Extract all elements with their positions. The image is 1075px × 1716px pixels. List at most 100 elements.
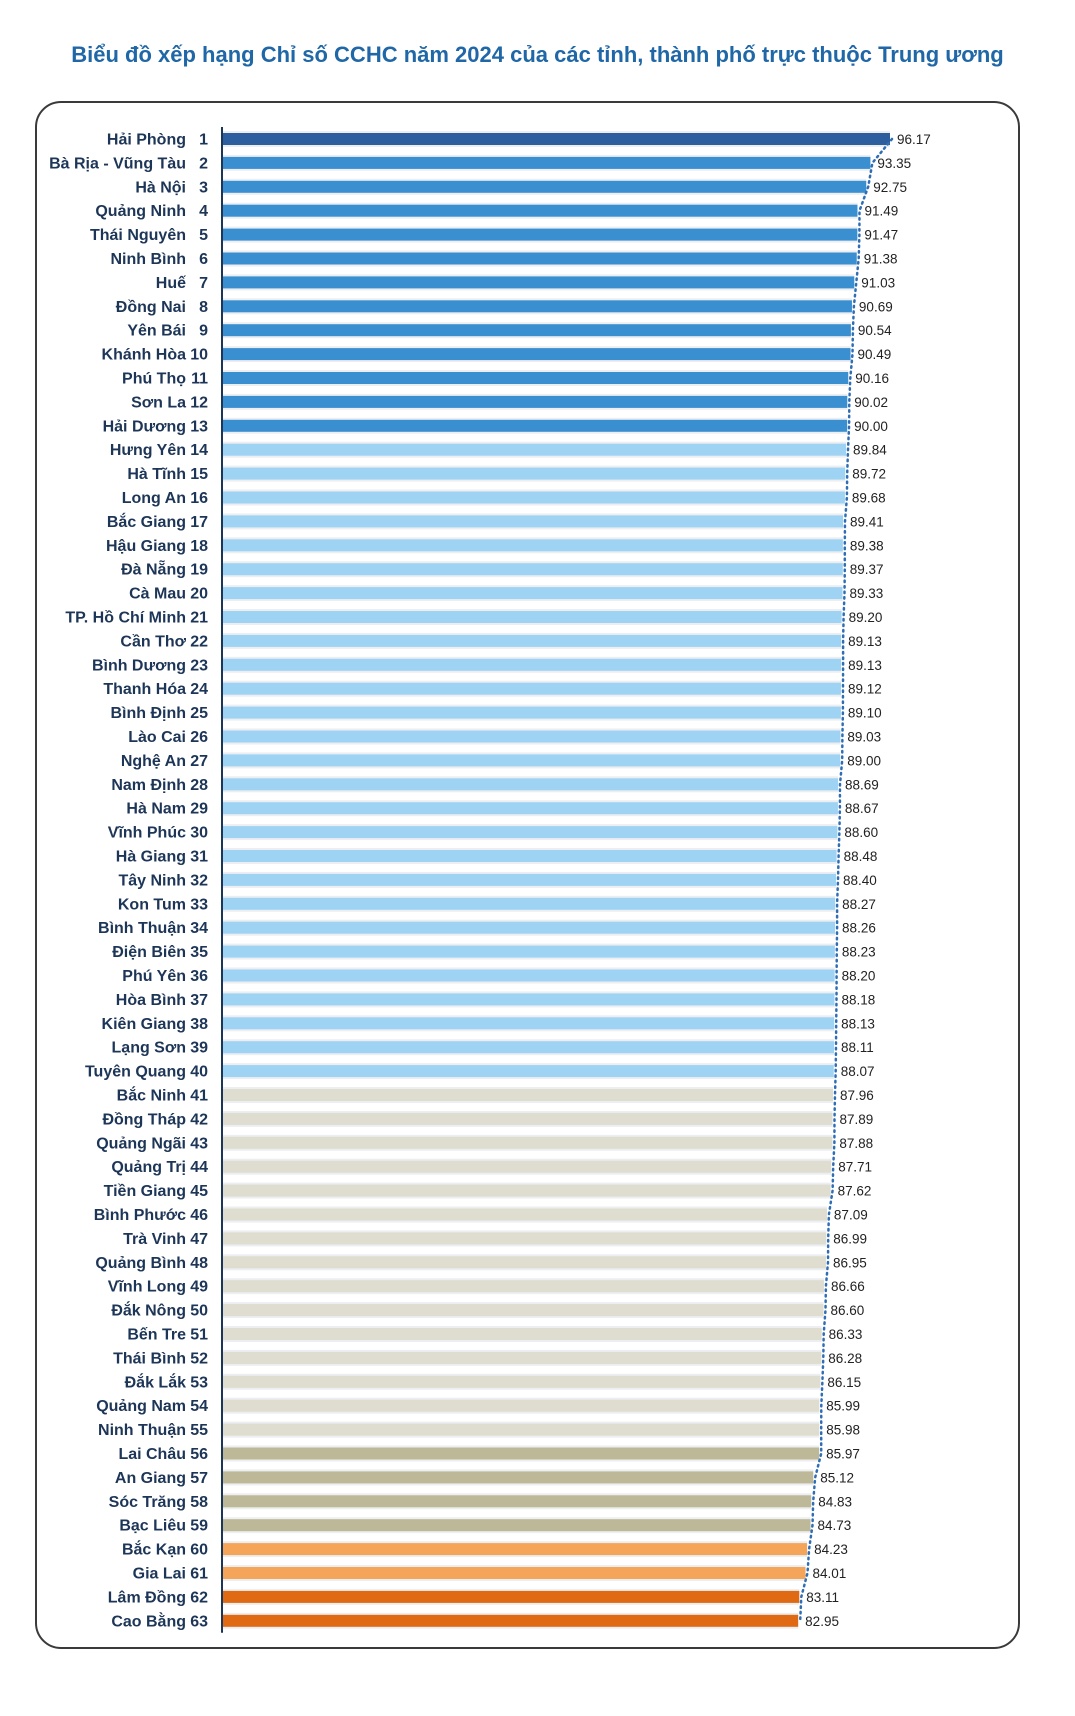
data-label: 88.48 xyxy=(844,849,878,864)
data-label: 87.71 xyxy=(838,1160,872,1175)
category-label: Quảng Nam xyxy=(96,1398,186,1415)
data-label: 84.01 xyxy=(813,1566,847,1581)
category-label: Đắk Lắk xyxy=(125,1372,186,1391)
category-label: Thái Bình xyxy=(113,1350,186,1367)
bar xyxy=(222,443,847,456)
bar xyxy=(222,1543,808,1556)
data-label: 91.47 xyxy=(864,228,898,243)
data-label: 90.02 xyxy=(854,395,888,410)
rank-label: 5 xyxy=(199,227,208,244)
rank-label: 48 xyxy=(190,1255,208,1272)
category-label: Điện Biên xyxy=(112,944,186,961)
bar xyxy=(222,156,871,169)
rank-label: 34 xyxy=(190,920,208,937)
rank-label: 50 xyxy=(190,1303,208,1320)
bar xyxy=(222,682,842,695)
bar xyxy=(222,730,841,743)
bar xyxy=(222,395,848,408)
category-label: Đồng Tháp xyxy=(102,1111,186,1128)
bar xyxy=(222,1614,799,1627)
bar xyxy=(222,611,842,623)
trend-line xyxy=(798,137,894,1623)
bar xyxy=(222,348,851,361)
rank-label: 23 xyxy=(190,657,208,674)
rank-label: 40 xyxy=(190,1064,208,1081)
bar xyxy=(222,1256,826,1269)
category-label: Yên Bái xyxy=(127,323,186,340)
category-label: Long An xyxy=(122,490,186,507)
category-label: Bạc Liêu xyxy=(119,1518,186,1535)
category-label: Lạng Sơn xyxy=(112,1040,186,1057)
category-label: Bà Rịa - Vũng Tàu xyxy=(49,155,186,172)
data-label: 86.66 xyxy=(831,1279,865,1294)
data-label: 89.00 xyxy=(847,753,881,768)
data-label: 90.16 xyxy=(855,371,889,386)
data-label: 84.83 xyxy=(818,1494,852,1509)
category-label: Vĩnh Long xyxy=(108,1279,186,1296)
data-label: 89.68 xyxy=(852,491,886,506)
data-label: 88.26 xyxy=(842,921,876,936)
chart-title: Biểu đồ xếp hạng Chỉ số CCHC năm 2024 củ… xyxy=(71,42,1004,67)
bar xyxy=(222,1375,821,1388)
rank-label: 31 xyxy=(190,849,208,866)
category-label: Bình Thuận xyxy=(98,920,186,937)
data-label: 96.17 xyxy=(897,132,931,147)
rank-label: 10 xyxy=(190,347,208,364)
category-label: Bến Tre xyxy=(127,1327,186,1344)
category-label: Bắc Kạn xyxy=(122,1540,186,1559)
category-label: Cần Thơ xyxy=(120,633,186,650)
data-label: 88.60 xyxy=(844,825,878,840)
data-label: 89.33 xyxy=(849,586,883,601)
bar xyxy=(222,180,867,193)
data-label: 85.12 xyxy=(820,1470,854,1485)
bar xyxy=(222,1041,835,1054)
bar xyxy=(222,658,842,671)
data-label: 92.75 xyxy=(873,180,907,195)
rank-label: 27 xyxy=(190,753,208,770)
category-label: Tây Ninh xyxy=(118,872,186,889)
rank-label: 49 xyxy=(190,1279,208,1296)
category-label: Bắc Giang xyxy=(107,512,186,531)
rank-label: 16 xyxy=(190,490,208,507)
category-label: Thái Nguyên xyxy=(90,227,186,244)
bar xyxy=(222,1590,800,1603)
category-label: Cà Mau xyxy=(129,586,186,603)
data-label: 89.13 xyxy=(848,634,882,649)
bar xyxy=(222,1423,820,1436)
category-label: Hải Phòng xyxy=(107,132,186,149)
category-label: Kon Tum xyxy=(118,896,186,913)
bar xyxy=(222,1328,822,1340)
bar xyxy=(222,419,848,432)
bar xyxy=(222,1495,812,1508)
data-label: 93.35 xyxy=(877,156,911,171)
rank-label: 2 xyxy=(199,155,208,172)
data-label: 88.69 xyxy=(845,777,879,792)
rank-label: 53 xyxy=(190,1374,208,1391)
category-label: Bình Phước xyxy=(94,1207,186,1224)
bar xyxy=(222,897,836,910)
rank-label: 37 xyxy=(190,992,208,1009)
category-label: Quảng Ngãi xyxy=(96,1135,186,1152)
bar xyxy=(222,1304,824,1317)
category-label: Quảng Trị xyxy=(111,1159,186,1176)
data-label: 88.20 xyxy=(842,969,876,984)
rank-label: 47 xyxy=(190,1231,208,1248)
rank-label: 41 xyxy=(190,1088,208,1105)
data-label: 89.03 xyxy=(847,730,881,745)
rank-label: 4 xyxy=(199,203,208,220)
rank-label: 24 xyxy=(190,681,208,698)
rank-label: 22 xyxy=(190,633,208,650)
bar xyxy=(222,969,835,982)
data-label: 89.72 xyxy=(852,467,886,482)
data-label: 84.73 xyxy=(818,1518,852,1533)
data-label: 86.60 xyxy=(831,1303,865,1318)
rank-label: 63 xyxy=(190,1613,208,1630)
category-label: Kiên Giang xyxy=(102,1016,186,1033)
rank-label: 7 xyxy=(199,275,208,292)
bar xyxy=(222,1136,833,1149)
category-label: Sơn La xyxy=(131,394,186,411)
category-label: Gia Lai xyxy=(133,1566,186,1583)
rank-label: 59 xyxy=(190,1518,208,1535)
data-label: 91.38 xyxy=(864,252,898,267)
